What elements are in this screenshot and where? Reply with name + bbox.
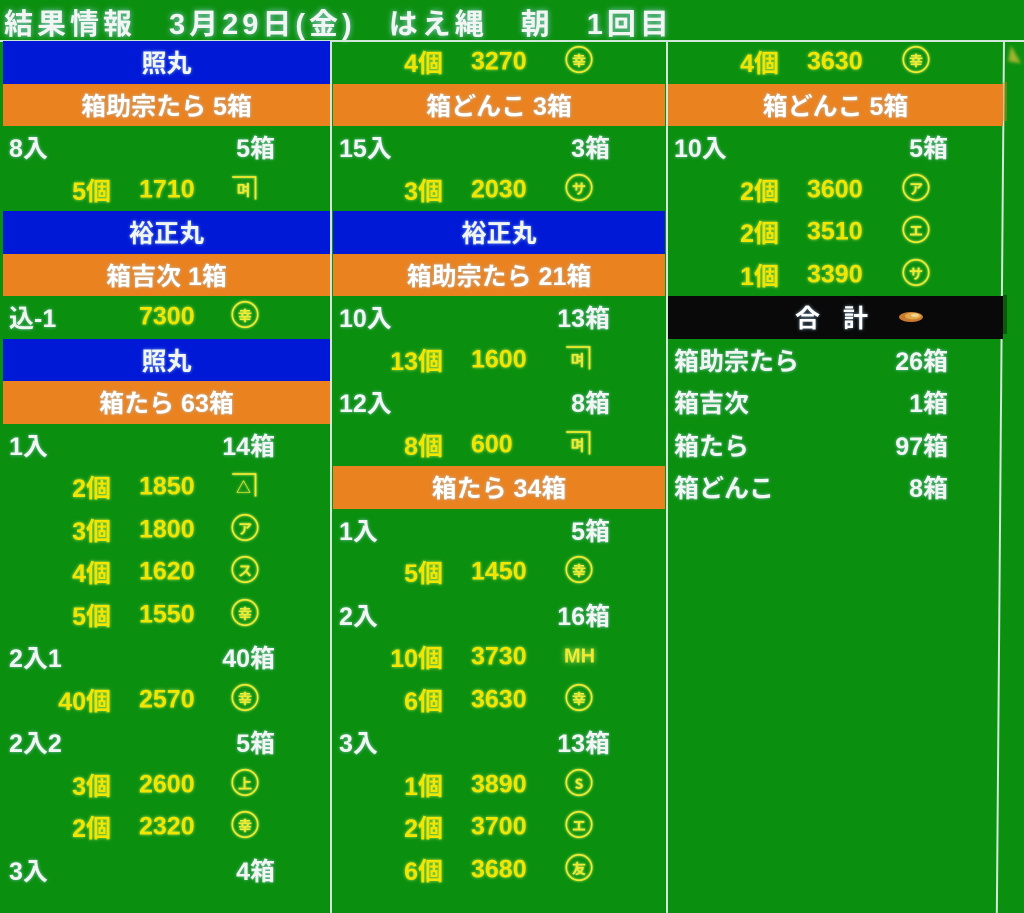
svg-text:幸: 幸 — [572, 688, 586, 709]
svg-text:幸: 幸 — [572, 50, 586, 71]
svg-text:幸: 幸 — [572, 560, 586, 581]
svg-text:△: △ — [236, 477, 251, 498]
svg-text:S: S — [575, 773, 584, 794]
svg-text:エ: エ — [909, 220, 923, 241]
svg-text:サ: サ — [572, 178, 586, 199]
svg-text:幸: 幸 — [238, 603, 252, 624]
svg-text:며: 며 — [571, 434, 585, 455]
svg-text:ス: ス — [238, 560, 252, 581]
svg-text:며: 며 — [571, 349, 585, 370]
svg-text:上: 上 — [238, 773, 252, 794]
svg-text:幸: 幸 — [238, 688, 252, 709]
svg-text:幸: 幸 — [909, 50, 923, 71]
svg-text:며: 며 — [237, 179, 251, 200]
svg-text:友: 友 — [572, 858, 586, 879]
svg-text:ア: ア — [909, 178, 923, 199]
svg-text:サ: サ — [909, 263, 923, 284]
svg-text:幸: 幸 — [238, 305, 252, 326]
svg-text:エ: エ — [572, 815, 586, 836]
svg-text:幸: 幸 — [238, 815, 252, 836]
svg-text:ア: ア — [238, 518, 252, 539]
